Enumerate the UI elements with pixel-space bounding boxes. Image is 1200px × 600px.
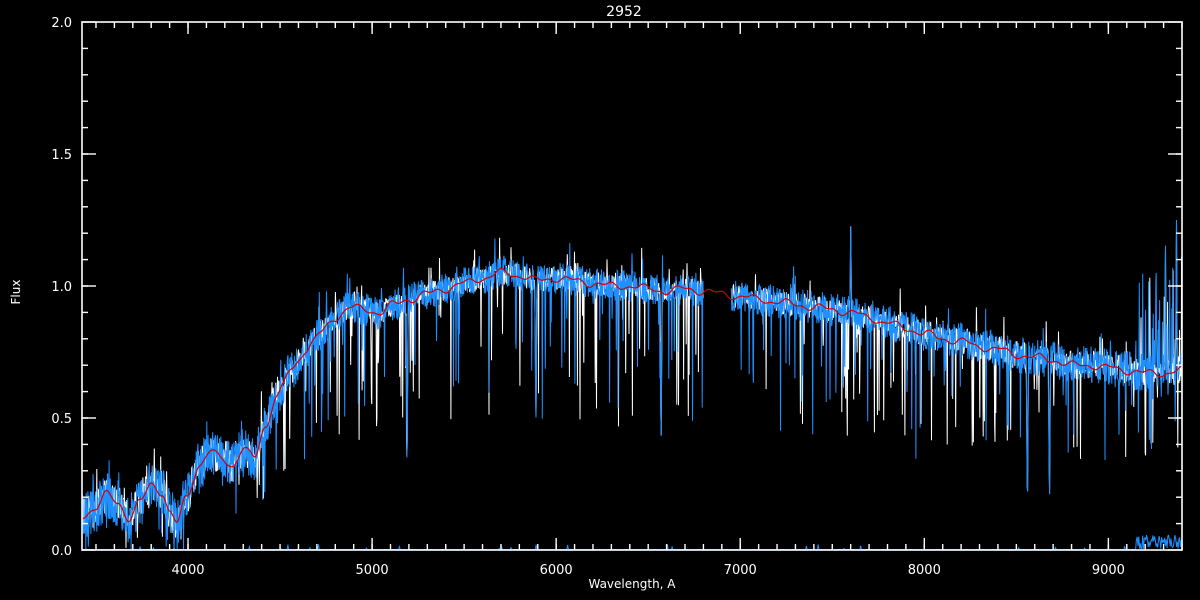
axes-layer: 4000 5000 6000 7000 8000 9000 0.0 0.5 1.0 1.5 2.0	[51, 16, 1183, 578]
axis-tick-label: 9000	[1092, 563, 1125, 578]
data-layer	[81, 220, 1183, 551]
axis-tick-label: 1.5	[51, 148, 72, 163]
x-axis-label: Wavelength, A	[588, 577, 676, 591]
axis-tick-label: 1.0	[51, 280, 72, 295]
axis-tick-label: 6000	[540, 563, 573, 578]
axis-tick-label: 4000	[171, 563, 204, 578]
axis-tick-label: 2.0	[51, 16, 72, 31]
model-spectrum-red	[81, 267, 1183, 523]
axis-tick-label: 0.5	[51, 412, 72, 427]
axis-tick-label: 8000	[908, 563, 941, 578]
axis-tick-labels: 4000 5000 6000 7000 8000 9000 0.0 0.5 1.0 1.5 2.0	[51, 16, 1125, 578]
y-axis-label: Flux	[9, 280, 23, 305]
axis-ticks	[82, 21, 1183, 551]
axis-tick-label: 0.0	[51, 544, 72, 559]
axis-tick-label: 5000	[356, 563, 389, 578]
page-title: 2952	[606, 4, 642, 20]
axis-tick-label: 7000	[724, 563, 757, 578]
